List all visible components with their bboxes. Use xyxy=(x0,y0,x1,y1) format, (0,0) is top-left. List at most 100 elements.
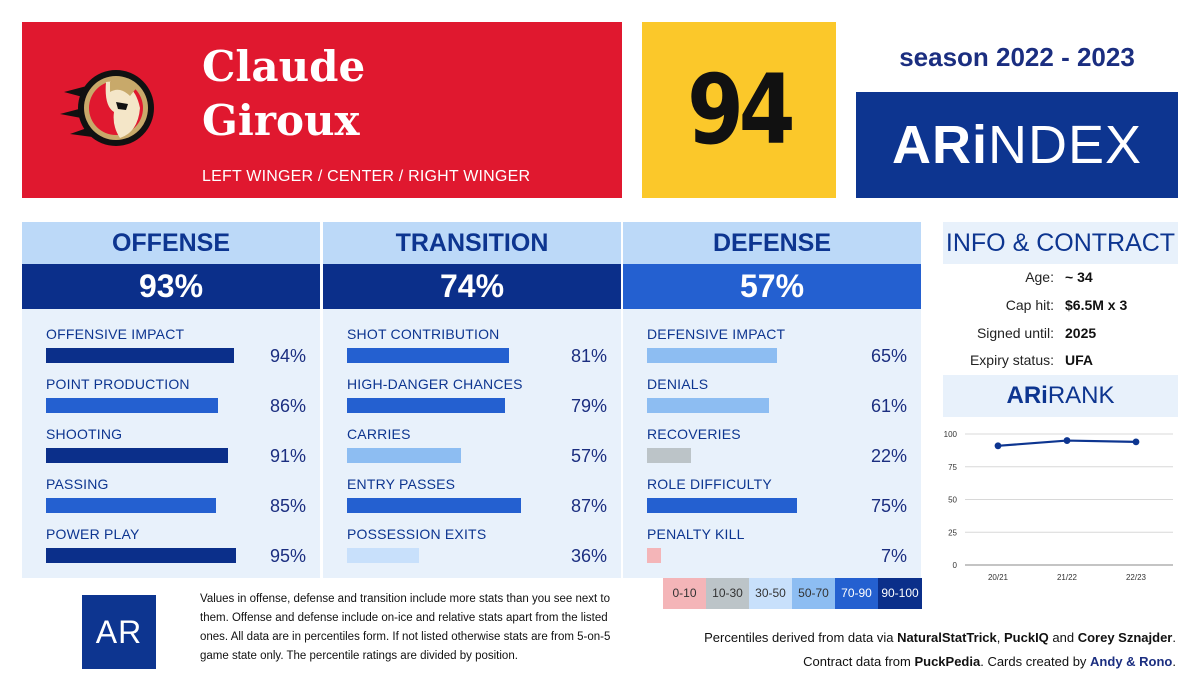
stat-bar xyxy=(46,548,236,563)
info-value: UFA xyxy=(1065,352,1093,368)
stat-label: CARRIES xyxy=(347,426,411,442)
stat-row: SHOOTING 91% xyxy=(46,426,306,476)
season-label: season 2022 - 2023 xyxy=(899,42,1135,72)
legend-item: 90-100 xyxy=(878,578,922,609)
stat-row: ROLE DIFFICULTY 75% xyxy=(647,476,907,526)
stat-value: 91% xyxy=(269,446,306,466)
arirank-title: ARiRANK xyxy=(943,375,1178,417)
credit-text: . Cards created by xyxy=(980,654,1091,669)
percentile-legend: 0-10 10-30 30-50 50-70 70-90 90-100 xyxy=(663,578,922,609)
legend-item: 10-30 xyxy=(706,578,749,609)
stat-bar xyxy=(46,348,234,363)
arirank-line-chart: 0 25 50 75 100 20/21 21/22 22/23 xyxy=(944,430,1173,582)
credit-source: Corey Sznajder xyxy=(1077,630,1173,645)
rank-prefix: ARi xyxy=(1006,382,1048,409)
stat-label: ROLE DIFFICULTY xyxy=(647,476,772,492)
player-header: Claude Giroux LEFT WINGER / CENTER / RIG… xyxy=(22,22,622,198)
x-tick-label: 20/21 xyxy=(988,573,1009,582)
stat-row: POSSESSION EXITS 36% xyxy=(347,526,607,576)
stat-label: PASSING xyxy=(46,476,109,492)
stat-row: CARRIES 57% xyxy=(347,426,607,476)
overall-rating-value: 94 xyxy=(687,54,795,166)
stat-label: RECOVERIES xyxy=(647,426,741,442)
stat-label: POWER PLAY xyxy=(46,526,140,542)
stat-value: 22% xyxy=(870,446,907,466)
stat-value: 36% xyxy=(570,546,607,566)
credits: Percentiles derived from data via Natura… xyxy=(656,626,1176,674)
category-title: TRANSITION xyxy=(323,222,621,264)
info-label: Age: xyxy=(1025,269,1054,285)
credits-line-data: Percentiles derived from data via Natura… xyxy=(656,626,1176,650)
player-name: Claude Giroux xyxy=(202,40,365,148)
category-score: 57% xyxy=(623,264,921,309)
player-positions: LEFT WINGER / CENTER / RIGHT WINGER xyxy=(202,168,531,185)
stat-bar xyxy=(46,498,216,513)
stat-row: DEFENSIVE IMPACT 65% xyxy=(647,326,907,376)
credit-source: NaturalStatTrick xyxy=(897,630,997,645)
credit-source: PuckPedia xyxy=(914,654,981,669)
info-label: Signed until: xyxy=(976,325,1054,341)
data-point xyxy=(994,442,1002,450)
category-title: DEFENSE xyxy=(623,222,921,264)
x-tick-label: 22/23 xyxy=(1126,573,1147,582)
category-offense: OFFENSE 93% OFFENSIVE IMPACT 94% POINT PRO… xyxy=(22,222,320,578)
stat-value: 57% xyxy=(570,446,607,466)
stat-bar xyxy=(46,448,228,463)
stat-label: SHOT CONTRIBUTION xyxy=(347,326,500,342)
ottawa-senators-logo-icon xyxy=(60,70,154,146)
stat-bar xyxy=(347,448,461,463)
credit-text: , xyxy=(996,630,1004,645)
stat-label: PENALTY KILL xyxy=(647,526,745,542)
stat-row: HIGH-DANGER CHANCES 79% xyxy=(347,376,607,426)
stat-value: 81% xyxy=(570,346,607,366)
credits-line-contract: Contract data from PuckPedia. Cards crea… xyxy=(656,650,1176,674)
credit-source: PuckIQ xyxy=(1004,630,1049,645)
credit-text: and xyxy=(1048,630,1078,645)
stat-bar xyxy=(647,498,797,513)
stat-bar xyxy=(647,548,661,563)
info-row-cap-hit: Cap hit: $6.5M x 3 xyxy=(943,292,1178,320)
stat-row: POINT PRODUCTION 86% xyxy=(46,376,306,426)
stat-bar xyxy=(647,448,691,463)
stat-label: DENIALS xyxy=(647,376,709,392)
credit-text: Contract data from xyxy=(803,654,915,669)
stat-label: POINT PRODUCTION xyxy=(46,376,190,392)
category-score: 74% xyxy=(323,264,621,309)
stat-bar xyxy=(347,498,521,513)
stat-bar xyxy=(647,348,777,363)
credit-authors: Andy & Rono xyxy=(1090,654,1173,669)
info-contract-title: INFO & CONTRACT xyxy=(943,222,1178,264)
category-transition: TRANSITION 74% SHOT CONTRIBUTION 81% HIGH-… xyxy=(323,222,621,578)
y-tick-label: 0 xyxy=(953,561,958,570)
y-tick-label: 25 xyxy=(948,528,957,537)
info-label: Expiry status: xyxy=(969,352,1054,368)
credit-text: . xyxy=(1172,654,1176,669)
stat-value: 75% xyxy=(870,496,907,516)
player-first-name: Claude xyxy=(202,42,366,91)
info-row-signed-until: Signed until: 2025 xyxy=(943,320,1178,348)
stat-label: SHOOTING xyxy=(46,426,123,442)
stat-row: DENIALS 61% xyxy=(647,376,907,426)
stat-label: POSSESSION EXITS xyxy=(347,526,487,542)
stat-row: RECOVERIES 22% xyxy=(647,426,907,476)
stat-row: PASSING 85% xyxy=(46,476,306,526)
info-value: 2025 xyxy=(1065,325,1097,341)
legend-item: 0-10 xyxy=(663,578,706,609)
category-title: OFFENSE xyxy=(22,222,320,264)
methodology-notes: Values in offense, defense and transitio… xyxy=(200,593,611,662)
stat-bar xyxy=(347,548,419,563)
data-point xyxy=(1132,438,1140,446)
stat-row: ENTRY PASSES 87% xyxy=(347,476,607,526)
y-tick-label: 50 xyxy=(948,496,957,505)
player-last-name: Giroux xyxy=(202,96,360,145)
y-tick-label: 100 xyxy=(944,430,958,439)
stat-bar xyxy=(46,398,218,413)
stat-bar xyxy=(347,398,505,413)
stat-label: DEFENSIVE IMPACT xyxy=(647,326,786,342)
info-value: $6.5M x 3 xyxy=(1065,297,1128,313)
x-tick-label: 21/22 xyxy=(1057,573,1078,582)
stat-value: 61% xyxy=(870,396,907,416)
stat-value: 94% xyxy=(269,346,306,366)
stat-value: 79% xyxy=(570,396,607,416)
brand-prefix: ARi xyxy=(891,115,988,175)
